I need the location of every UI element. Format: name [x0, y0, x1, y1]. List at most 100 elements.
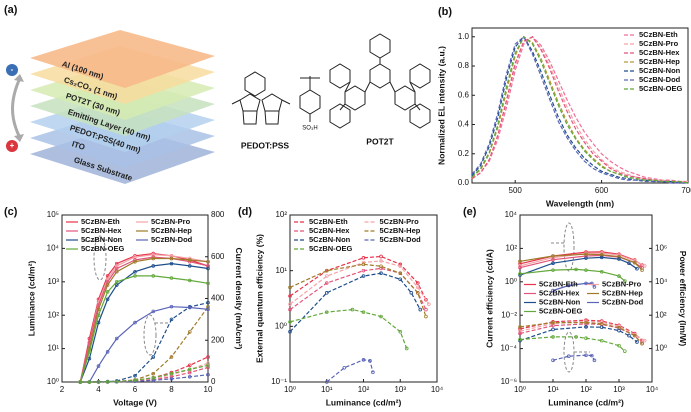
data-point [288, 320, 292, 324]
data-point [324, 281, 329, 285]
data-point [324, 274, 329, 278]
data-point [288, 329, 292, 334]
data-point [584, 252, 588, 256]
x-tick-label: 2 [60, 385, 65, 394]
data-point [361, 274, 366, 278]
data-point [551, 261, 555, 265]
data-point [599, 322, 604, 326]
data-point [584, 281, 588, 286]
data-point [584, 336, 588, 340]
plus-sign: + [10, 141, 15, 150]
data-point [114, 283, 119, 287]
data-point [96, 364, 101, 368]
y-tick-label: 0.8 [458, 61, 470, 70]
data-point [415, 291, 420, 295]
data-point [551, 320, 555, 325]
molecule-name: PEDOT:PSS [241, 140, 290, 150]
y-tick-label: 0.0 [458, 178, 470, 187]
data-point [584, 320, 588, 325]
data-point [288, 294, 292, 298]
data-point [418, 307, 423, 312]
y2-tick-label: 0 [211, 377, 216, 386]
arrow-head [14, 74, 24, 82]
data-point [623, 349, 627, 353]
data-point [206, 361, 210, 366]
plot-frame [471, 27, 689, 184]
x-axis-title: Wavelength (nm) [546, 198, 614, 208]
data-point [398, 277, 403, 282]
x-axis-title: Luminance (cd/m²) [326, 397, 402, 407]
data-point [350, 307, 355, 312]
data-point [187, 367, 192, 372]
x-tick-label: 500 [509, 186, 523, 195]
series-line [519, 256, 638, 276]
annotations [82, 222, 590, 373]
data-point [105, 274, 110, 278]
data-point [133, 378, 137, 383]
legend-label: 5CzBN-Pro [602, 279, 642, 288]
data-point [640, 268, 644, 272]
data-point [379, 254, 383, 259]
data-point [518, 327, 522, 331]
y-tick-label: 10² [275, 210, 287, 219]
series-line [289, 260, 430, 305]
data-point [623, 279, 627, 283]
y2-tick-label: 200 [211, 335, 225, 344]
layer-shape [30, 30, 215, 88]
data-point [206, 363, 210, 368]
chart-panel: (e) 10⁰ 10¹ 10² 10³ 10⁴ 10⁻⁶ 10⁻⁴ 10⁻² 10⁰ 10² 10⁴ 1… [463, 206, 688, 407]
data-point [206, 300, 210, 305]
data-point [206, 372, 210, 377]
data-point [187, 330, 192, 334]
legend-label: 5CzBN-OEG [639, 84, 683, 93]
series-line [79, 257, 209, 383]
y2-tick-label: 10² [655, 310, 667, 319]
data-point [96, 313, 101, 318]
data-point [169, 317, 174, 322]
legend-label: 5CzBN-Non [639, 66, 681, 75]
data-point [169, 371, 174, 376]
data-point [424, 314, 428, 319]
data-point [206, 307, 210, 312]
legend-label: 5CzBN-Non [309, 235, 351, 244]
legend-label: 5CzBN-Pro [639, 39, 679, 48]
data-point [288, 307, 292, 312]
data-point [361, 262, 366, 267]
legend-label: 5CzBN-Dod [602, 297, 644, 306]
data-point [187, 363, 192, 368]
chart-panel: (c) 2 4 6 8 10 10⁰ 10¹ 10² 10³ 10⁴ 10⁵ 0 200 400 600 800… [4, 206, 244, 407]
x-tick-label: 10² [580, 385, 592, 394]
data-point [151, 371, 156, 376]
data-point [590, 353, 594, 358]
legend-label: 5CzBN-Hep [639, 57, 680, 66]
y-tick-label: 10⁰ [275, 321, 287, 330]
data-point [169, 261, 174, 266]
data-point [105, 290, 110, 294]
pedot-structure [231, 71, 321, 125]
data-point [617, 254, 621, 259]
series-line-y2 [552, 354, 595, 361]
data-point [324, 380, 329, 384]
data-point [424, 297, 428, 302]
group-label: SO₃H [302, 126, 317, 132]
data-point [584, 268, 588, 272]
data-point [151, 264, 156, 268]
legend-label: 5CzBN-Hep [380, 226, 421, 235]
data-point [379, 259, 383, 263]
data-point [518, 329, 522, 334]
y2-tick-label: 800 [211, 210, 225, 219]
data-point [114, 336, 119, 341]
data-point [635, 340, 639, 344]
data-point [574, 335, 578, 339]
series-line [471, 35, 689, 184]
data-point [551, 327, 555, 332]
x-tick-label: 10³ [613, 385, 625, 394]
data-point [404, 346, 409, 351]
y-tick-label: 10⁻⁶ [501, 377, 517, 386]
y-tick-label: 0.6 [458, 90, 470, 99]
layer-label: ITO [71, 139, 86, 152]
series-line [471, 35, 688, 184]
data-point [169, 304, 174, 309]
arrow [11, 77, 22, 139]
data-point [206, 281, 210, 286]
